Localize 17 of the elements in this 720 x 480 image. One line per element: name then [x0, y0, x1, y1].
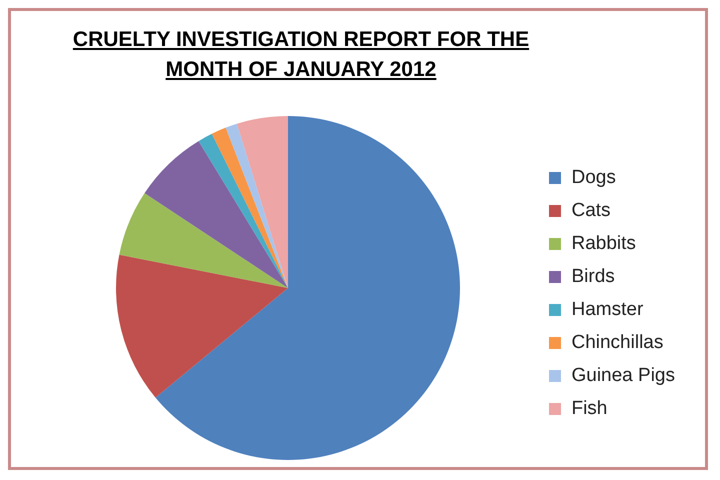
pie-slice — [226, 124, 288, 288]
legend-label: Rabbits — [571, 233, 636, 254]
pie-slice — [116, 254, 288, 398]
legend-label: Birds — [571, 266, 615, 287]
pie-slice — [198, 134, 288, 288]
pie-slice — [212, 128, 288, 288]
legend-label: Hamster — [571, 299, 644, 320]
pie-slice — [155, 116, 460, 460]
legend-label: Cats — [571, 200, 611, 221]
legend-label: Guinea Pigs — [571, 365, 675, 386]
pie-slice — [144, 141, 288, 288]
legend-label: Chinchillas — [571, 332, 664, 353]
pie-slice — [236, 116, 288, 288]
legend-label: Fish — [571, 398, 608, 419]
chart-title: CRUELTY INVESTIGATION REPORT FOR THE MONTH OF JANUARY 2012 — [72, 27, 530, 83]
pie-slice — [119, 193, 288, 288]
legend-label: Dogs — [571, 167, 616, 188]
